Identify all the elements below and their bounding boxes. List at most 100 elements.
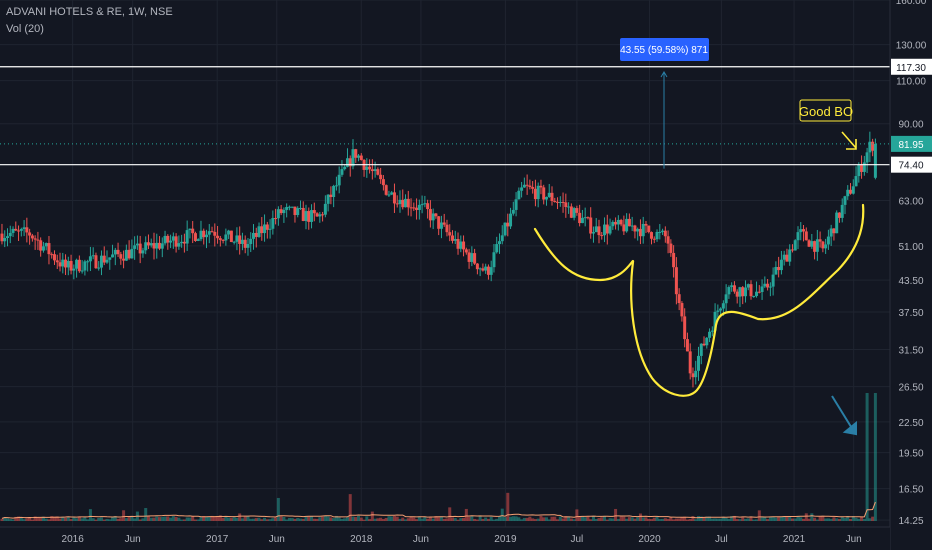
volume-bar	[851, 516, 855, 521]
volume-bar	[611, 518, 615, 521]
volume-bar	[506, 492, 510, 521]
candle-body	[788, 249, 792, 262]
volume-bar	[155, 516, 159, 521]
volume-bar	[442, 518, 446, 521]
volume-indicator-label: Vol (20)	[6, 23, 44, 35]
candle-body	[821, 241, 825, 249]
candle-body	[818, 239, 822, 242]
volume-ma-line	[1, 501, 876, 519]
candle-body	[52, 254, 56, 261]
candle-body	[423, 203, 427, 205]
volume-bar	[572, 519, 576, 521]
candle-body	[459, 241, 463, 249]
volume-bar	[323, 515, 327, 521]
volume-bar	[591, 515, 595, 521]
volume-bar	[829, 518, 833, 521]
candle-body	[75, 259, 79, 269]
volume-bar	[674, 518, 678, 521]
volume-bar	[105, 518, 109, 521]
price-axis[interactable]: 160.00 130.00 110.00 90.00 63.00 51.00 43.50 37…	[896, 0, 927, 527]
time-axis-background	[0, 527, 890, 550]
volume-bar	[180, 519, 184, 521]
volume-bar	[677, 518, 681, 521]
candle-body	[17, 230, 21, 232]
candle-body	[851, 186, 855, 194]
candle-body	[536, 185, 540, 200]
candle-body	[481, 268, 485, 271]
candle-body	[138, 243, 142, 254]
volume-bar	[525, 517, 529, 521]
candle-body	[160, 243, 164, 249]
candle-body	[627, 218, 631, 227]
volume-bar	[88, 509, 92, 521]
volume-bar	[865, 393, 869, 521]
candle-body	[404, 198, 408, 208]
candle-body	[285, 207, 289, 210]
volume-bar	[64, 517, 68, 521]
candle-body	[680, 303, 684, 317]
time-axis[interactable]: 2016 Jun 2017 Jun 2018 Jun 2019 Jul 2020 Jul 2021 J…	[62, 534, 862, 545]
volume-bar	[467, 516, 471, 521]
candle-body	[409, 207, 413, 209]
volume-bar	[854, 517, 858, 521]
volume-bar	[263, 517, 267, 521]
price-tick-label: 22.50	[898, 418, 923, 429]
volume-bar	[790, 518, 794, 521]
volume-bar	[719, 518, 723, 521]
volume-bar	[779, 517, 783, 521]
candle-body	[111, 254, 115, 258]
candle-body	[732, 285, 736, 292]
candle-body	[746, 284, 750, 288]
candle-body	[840, 204, 844, 218]
time-tick-label: 2020	[638, 534, 661, 545]
candle-body	[644, 223, 648, 226]
volume-bar	[810, 513, 814, 521]
volume-arrow-drawing[interactable]	[831, 395, 857, 436]
candle-body	[810, 241, 814, 247]
volume-bar	[61, 516, 65, 521]
volume-bar	[216, 515, 220, 521]
volume-bar	[694, 519, 698, 521]
candle-body	[522, 184, 526, 188]
volume-bar	[539, 515, 543, 521]
cup-handle-drawing[interactable]	[533, 203, 865, 397]
candle-body	[860, 164, 864, 172]
candle-body	[169, 240, 173, 243]
volume-bar	[550, 516, 554, 521]
measure-label-box[interactable]	[620, 38, 709, 61]
volume-bar	[481, 518, 485, 521]
volume-bar	[669, 517, 673, 521]
candle-body	[72, 268, 76, 271]
volume-bar	[439, 516, 443, 521]
candle-body	[368, 166, 372, 170]
volume-bar	[558, 516, 562, 521]
volume-bar	[301, 518, 305, 521]
candle-body	[719, 308, 723, 311]
candle-body	[296, 208, 300, 216]
volume-bar	[265, 519, 269, 521]
candle-body	[478, 268, 482, 270]
breakout-arrow-drawing[interactable]	[841, 131, 857, 150]
candle-body	[251, 232, 255, 239]
candle-body	[846, 189, 850, 197]
candle-body	[539, 185, 543, 188]
candle-body	[0, 233, 4, 242]
volume-bar	[91, 518, 95, 521]
candle-body	[19, 229, 23, 231]
candle-body	[205, 234, 209, 238]
volume-bar	[185, 517, 189, 521]
candle-body	[182, 241, 186, 244]
volume-bar	[213, 516, 217, 521]
candle-body	[683, 316, 687, 340]
volume-bar	[860, 516, 864, 521]
volume-bar	[395, 516, 399, 521]
volume-bar	[589, 519, 593, 521]
horizontal-levels[interactable]	[0, 66, 890, 166]
time-tick-label: 2019	[494, 534, 517, 545]
candle-body	[193, 233, 197, 241]
volume-bar	[334, 515, 338, 521]
candle-body	[133, 245, 137, 249]
good-bo-label-box[interactable]	[799, 99, 852, 122]
